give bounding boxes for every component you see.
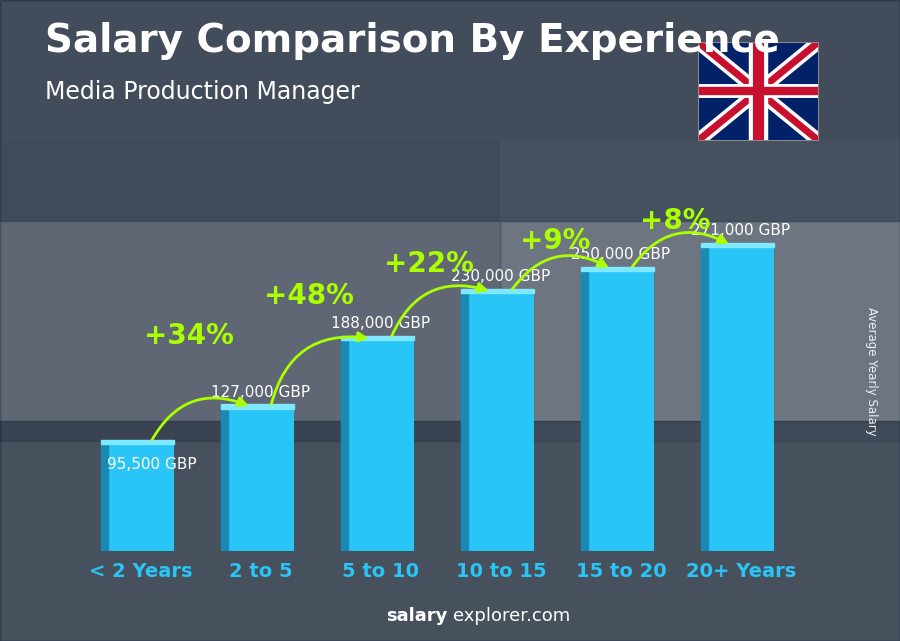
Bar [348,340,414,551]
Text: Media Production Manager: Media Production Manager [45,80,360,104]
Bar [701,247,708,551]
Text: 188,000 GBP: 188,000 GBP [331,317,430,331]
Text: Average Yearly Salary: Average Yearly Salary [865,308,878,436]
Bar [588,271,654,551]
Bar [468,293,534,551]
Bar [341,336,414,340]
Bar [102,444,108,551]
Bar [462,293,468,551]
Bar [500,141,900,441]
Bar [581,267,654,271]
Bar [102,440,174,444]
Text: 95,500 GBP: 95,500 GBP [107,457,197,472]
Bar [221,409,228,551]
Bar [701,243,774,247]
Text: +8%: +8% [640,207,710,235]
Text: salary: salary [386,607,447,625]
Bar [341,340,348,551]
Text: 127,000 GBP: 127,000 GBP [212,385,310,400]
Bar [708,247,774,551]
Text: +22%: +22% [384,250,474,278]
Bar [108,444,174,551]
Text: +9%: +9% [520,227,590,254]
Text: 230,000 GBP: 230,000 GBP [452,269,551,284]
Bar [228,409,294,551]
Bar [581,271,588,551]
Bar [0,141,500,441]
Bar [221,404,294,409]
Text: explorer.com: explorer.com [453,607,570,625]
Bar [0,0,900,221]
Text: Salary Comparison By Experience: Salary Comparison By Experience [45,22,779,60]
Bar [0,421,900,641]
Text: 250,000 GBP: 250,000 GBP [572,247,670,262]
Text: +48%: +48% [264,283,354,310]
Text: +34%: +34% [144,322,234,350]
Text: 271,000 GBP: 271,000 GBP [691,223,790,238]
Bar [462,289,534,293]
